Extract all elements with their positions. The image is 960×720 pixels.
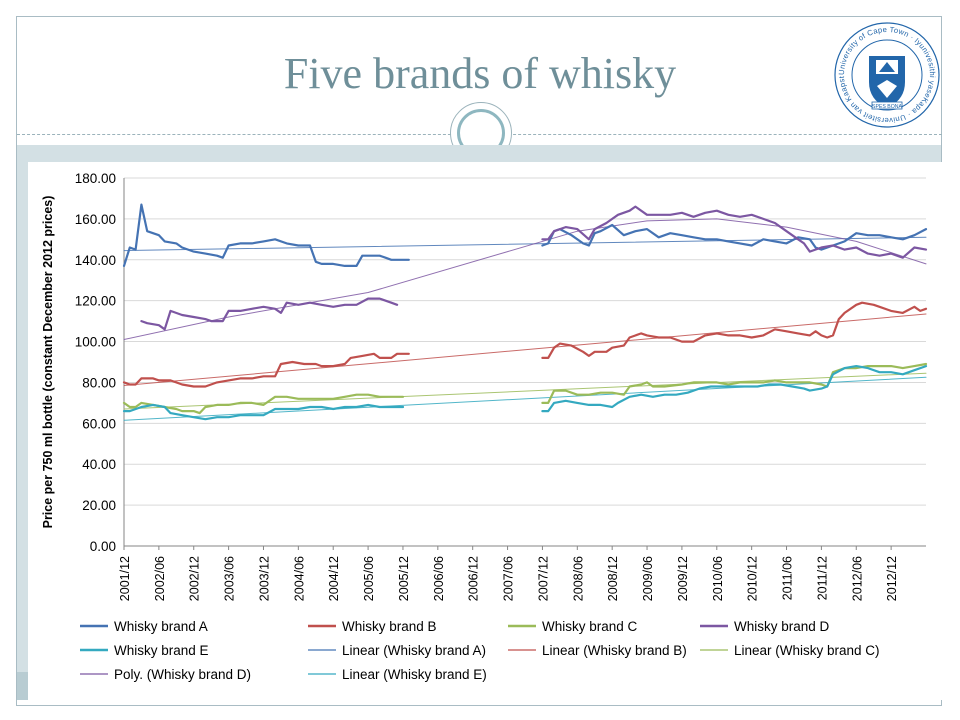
legend-label: Linear (Whisky brand C) xyxy=(734,643,880,658)
series-line-poly-whisky-brand-d xyxy=(123,218,927,340)
y-tick-label: 40.00 xyxy=(82,457,116,472)
x-tick-label: 2012/06 xyxy=(850,556,864,601)
y-tick-label: 120.00 xyxy=(75,294,116,309)
legend-label: Whisky brand E xyxy=(114,643,209,658)
university-crest-logo: University of Cape Town · Iyunivesithi y… xyxy=(832,20,940,128)
x-tick-label: 2010/06 xyxy=(711,556,725,601)
x-tick-label: 2006/06 xyxy=(432,556,446,601)
x-tick-label: 2004/12 xyxy=(327,556,341,601)
y-tick-label: 80.00 xyxy=(82,375,116,390)
y-tick-label: 100.00 xyxy=(75,335,116,350)
series-line-whisky-brand-d xyxy=(140,205,928,331)
y-tick-label: 20.00 xyxy=(82,498,116,513)
legend-label: Whisky brand A xyxy=(114,619,208,634)
series-line-whisky-brand-a xyxy=(122,203,928,267)
y-tick-label: 160.00 xyxy=(75,212,116,227)
x-tick-label: 2001/12 xyxy=(118,556,132,601)
x-tick-label: 2009/06 xyxy=(641,556,655,601)
x-tick-label: 2004/06 xyxy=(292,556,306,601)
x-tick-label: 2010/12 xyxy=(746,556,760,601)
x-tick-label: 2003/06 xyxy=(223,556,237,601)
chart-panel: 0.00 20.00 40.00 60.00 80.00 100.00 120.00 140.… xyxy=(28,162,942,700)
price-chart: 0.00 20.00 40.00 60.00 80.00 100.00 120.00 140.… xyxy=(41,171,928,682)
y-tick-label: 140.00 xyxy=(75,253,116,268)
x-tick-label: 2008/12 xyxy=(606,556,620,601)
x-tick-label: 2007/06 xyxy=(502,556,516,601)
x-tick-label: 2009/12 xyxy=(676,556,690,601)
legend-label: Poly. (Whisky brand D) xyxy=(114,667,251,682)
svg-text:SPES BONA: SPES BONA xyxy=(872,104,903,110)
x-tick-label: 2002/12 xyxy=(188,556,202,601)
legend-label: Whisky brand C xyxy=(542,619,638,634)
series-line-whisky-brand-e xyxy=(122,365,928,421)
legend-label: Whisky brand D xyxy=(734,619,830,634)
x-tick-label: 2003/12 xyxy=(257,556,271,601)
x-tick-label: 2005/06 xyxy=(362,556,376,601)
x-tick-label: 2006/12 xyxy=(467,556,481,601)
x-tick-label: 2008/06 xyxy=(571,556,585,601)
series-line-linear-whisky-brand-e xyxy=(123,376,927,421)
slide-title: Five brands of whisky xyxy=(283,49,677,98)
x-tick-label: 2011/12 xyxy=(815,556,829,600)
legend-label: Linear (Whisky brand B) xyxy=(542,643,687,658)
y-tick-label: 0.00 xyxy=(90,539,116,554)
y-tick-label: 180.00 xyxy=(75,171,116,186)
series-line-whisky-brand-b xyxy=(122,301,928,388)
x-tick-label: 2012/12 xyxy=(885,556,899,601)
legend-label: Whisky brand B xyxy=(342,619,437,634)
x-tick-label: 2005/12 xyxy=(397,556,411,601)
legend-label: Linear (Whisky brand E) xyxy=(342,667,487,682)
x-tick-label: 2011/06 xyxy=(781,556,795,600)
x-tick-label: 2007/12 xyxy=(536,556,550,601)
y-axis-label: Price per 750 ml bottle (constant Decemb… xyxy=(41,196,55,529)
series-line-linear-whisky-brand-b xyxy=(123,313,927,386)
legend-label: Linear (Whisky brand A) xyxy=(342,643,486,658)
y-tick-label: 60.00 xyxy=(82,416,116,431)
x-tick-label: 2002/06 xyxy=(153,556,167,601)
